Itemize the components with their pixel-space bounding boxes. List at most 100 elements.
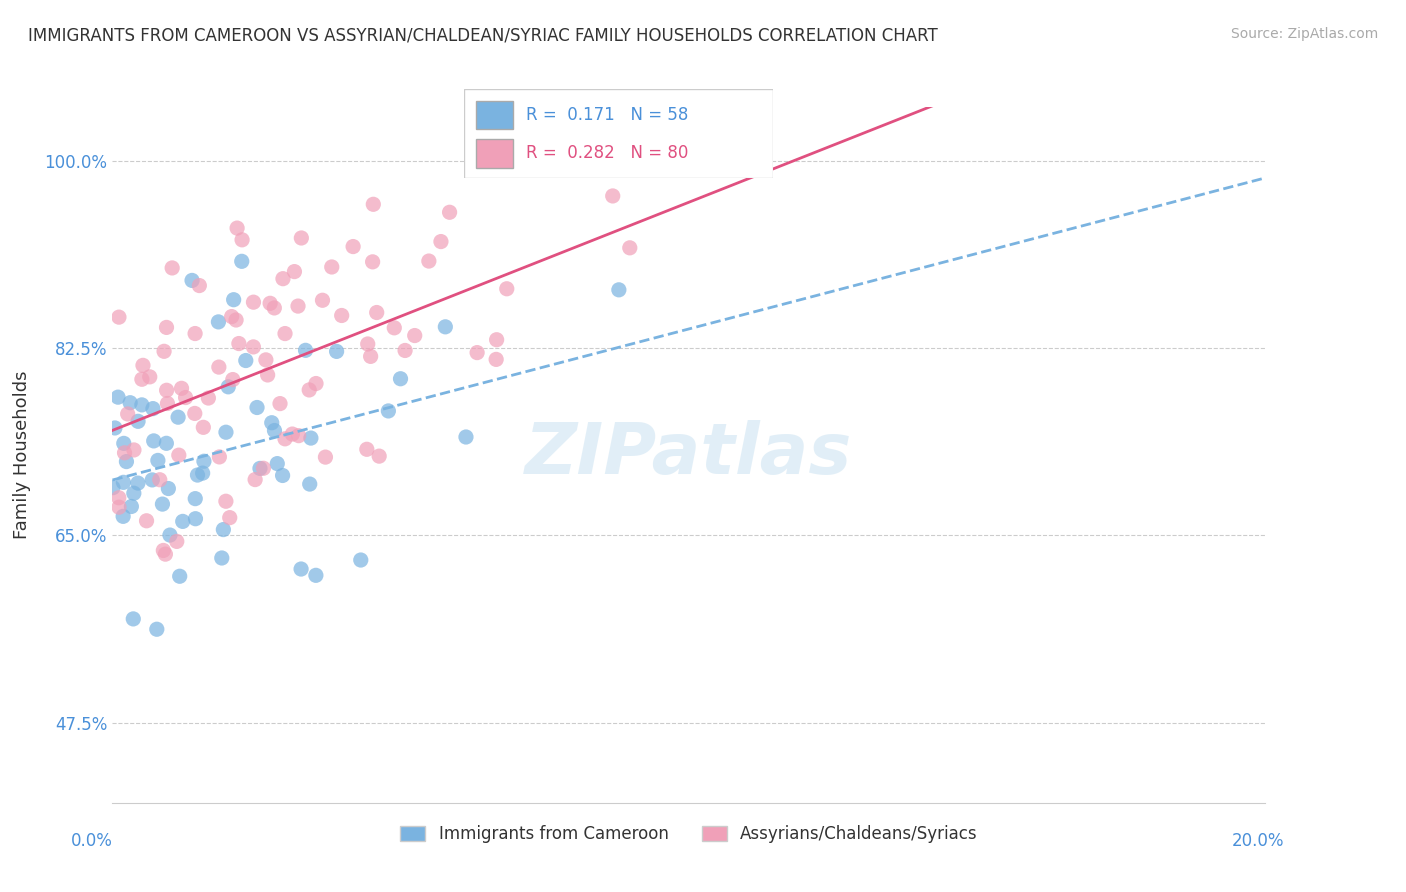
Point (242, 295, 264, 310)
Point (222, 293, 245, 307)
Point (283, 264, 305, 278)
Point (485, 333, 508, 347)
Point (418, 254, 440, 268)
Point (131, 372, 153, 386)
Point (208, 360, 231, 375)
Text: 0.0%: 0.0% (70, 832, 112, 850)
Point (108, 310, 131, 325)
Point (389, 372, 412, 386)
Point (242, 340, 264, 354)
Point (394, 343, 416, 358)
Point (131, 398, 153, 412)
Point (269, 396, 291, 410)
Point (366, 305, 388, 319)
Point (607, 283, 630, 297)
Point (193, 420, 215, 434)
Point (184, 326, 207, 341)
Point (127, 414, 149, 428)
Point (356, 442, 378, 457)
Point (108, 500, 131, 515)
Text: ZIPatlas: ZIPatlas (526, 420, 852, 490)
Point (231, 254, 253, 268)
Point (619, 241, 641, 255)
Point (184, 491, 207, 506)
Point (160, 260, 183, 275)
Point (360, 350, 382, 364)
Point (146, 622, 169, 636)
Point (495, 282, 517, 296)
FancyBboxPatch shape (464, 89, 773, 178)
Point (271, 468, 294, 483)
Point (246, 401, 269, 415)
Point (217, 380, 239, 394)
Legend: Immigrants from Cameroon, Assyrians/Chaldeans/Syriacs: Immigrants from Cameroon, Assyrians/Chal… (394, 819, 984, 850)
Point (184, 512, 207, 526)
Point (197, 391, 219, 405)
Point (142, 434, 165, 448)
Point (311, 293, 333, 308)
Point (256, 368, 278, 382)
Point (157, 482, 180, 496)
Point (155, 547, 177, 561)
Point (361, 255, 384, 269)
Point (377, 404, 399, 418)
Point (260, 416, 283, 430)
Point (221, 310, 243, 324)
Point (263, 424, 285, 438)
Point (325, 344, 347, 359)
Point (602, 189, 624, 203)
Point (212, 523, 235, 537)
Point (141, 473, 163, 487)
Point (115, 454, 138, 468)
Text: R =  0.171   N = 58: R = 0.171 N = 58 (526, 106, 688, 124)
Point (215, 425, 238, 440)
Point (249, 461, 271, 475)
Text: 20.0%: 20.0% (1232, 832, 1285, 850)
Point (112, 475, 135, 490)
Point (305, 568, 328, 582)
Point (114, 446, 136, 460)
Point (170, 381, 193, 395)
Point (152, 497, 174, 511)
Point (167, 410, 190, 425)
Point (159, 528, 181, 542)
Point (368, 449, 391, 463)
Point (314, 450, 336, 464)
Point (299, 431, 322, 445)
Point (122, 442, 145, 457)
Point (228, 336, 250, 351)
Point (330, 309, 353, 323)
Point (193, 454, 215, 468)
Text: R =  0.282   N = 80: R = 0.282 N = 80 (526, 145, 688, 162)
Text: IMMIGRANTS FROM CAMEROON VS ASSYRIAN/CHALDEAN/SYRIAC FAMILY HOUSEHOLDS CORRELATI: IMMIGRANTS FROM CAMEROON VS ASSYRIAN/CHA… (28, 27, 938, 45)
Point (155, 436, 177, 450)
Point (155, 320, 177, 334)
Point (274, 326, 297, 341)
Point (166, 534, 188, 549)
Point (274, 432, 297, 446)
Point (135, 514, 157, 528)
Point (112, 509, 135, 524)
Point (104, 421, 127, 435)
Point (225, 313, 247, 327)
Point (259, 296, 281, 310)
Point (290, 562, 312, 576)
Point (222, 373, 245, 387)
Point (152, 543, 174, 558)
Point (305, 376, 328, 391)
Point (127, 476, 149, 491)
Point (363, 197, 385, 211)
Point (139, 369, 162, 384)
Point (357, 337, 380, 351)
Point (101, 481, 124, 495)
Point (404, 328, 426, 343)
Point (465, 345, 488, 359)
Point (290, 231, 312, 245)
Point (321, 260, 343, 274)
FancyBboxPatch shape (477, 139, 513, 168)
Point (266, 457, 288, 471)
Point (107, 491, 129, 505)
Point (231, 233, 253, 247)
Point (167, 448, 190, 462)
Point (271, 271, 294, 285)
